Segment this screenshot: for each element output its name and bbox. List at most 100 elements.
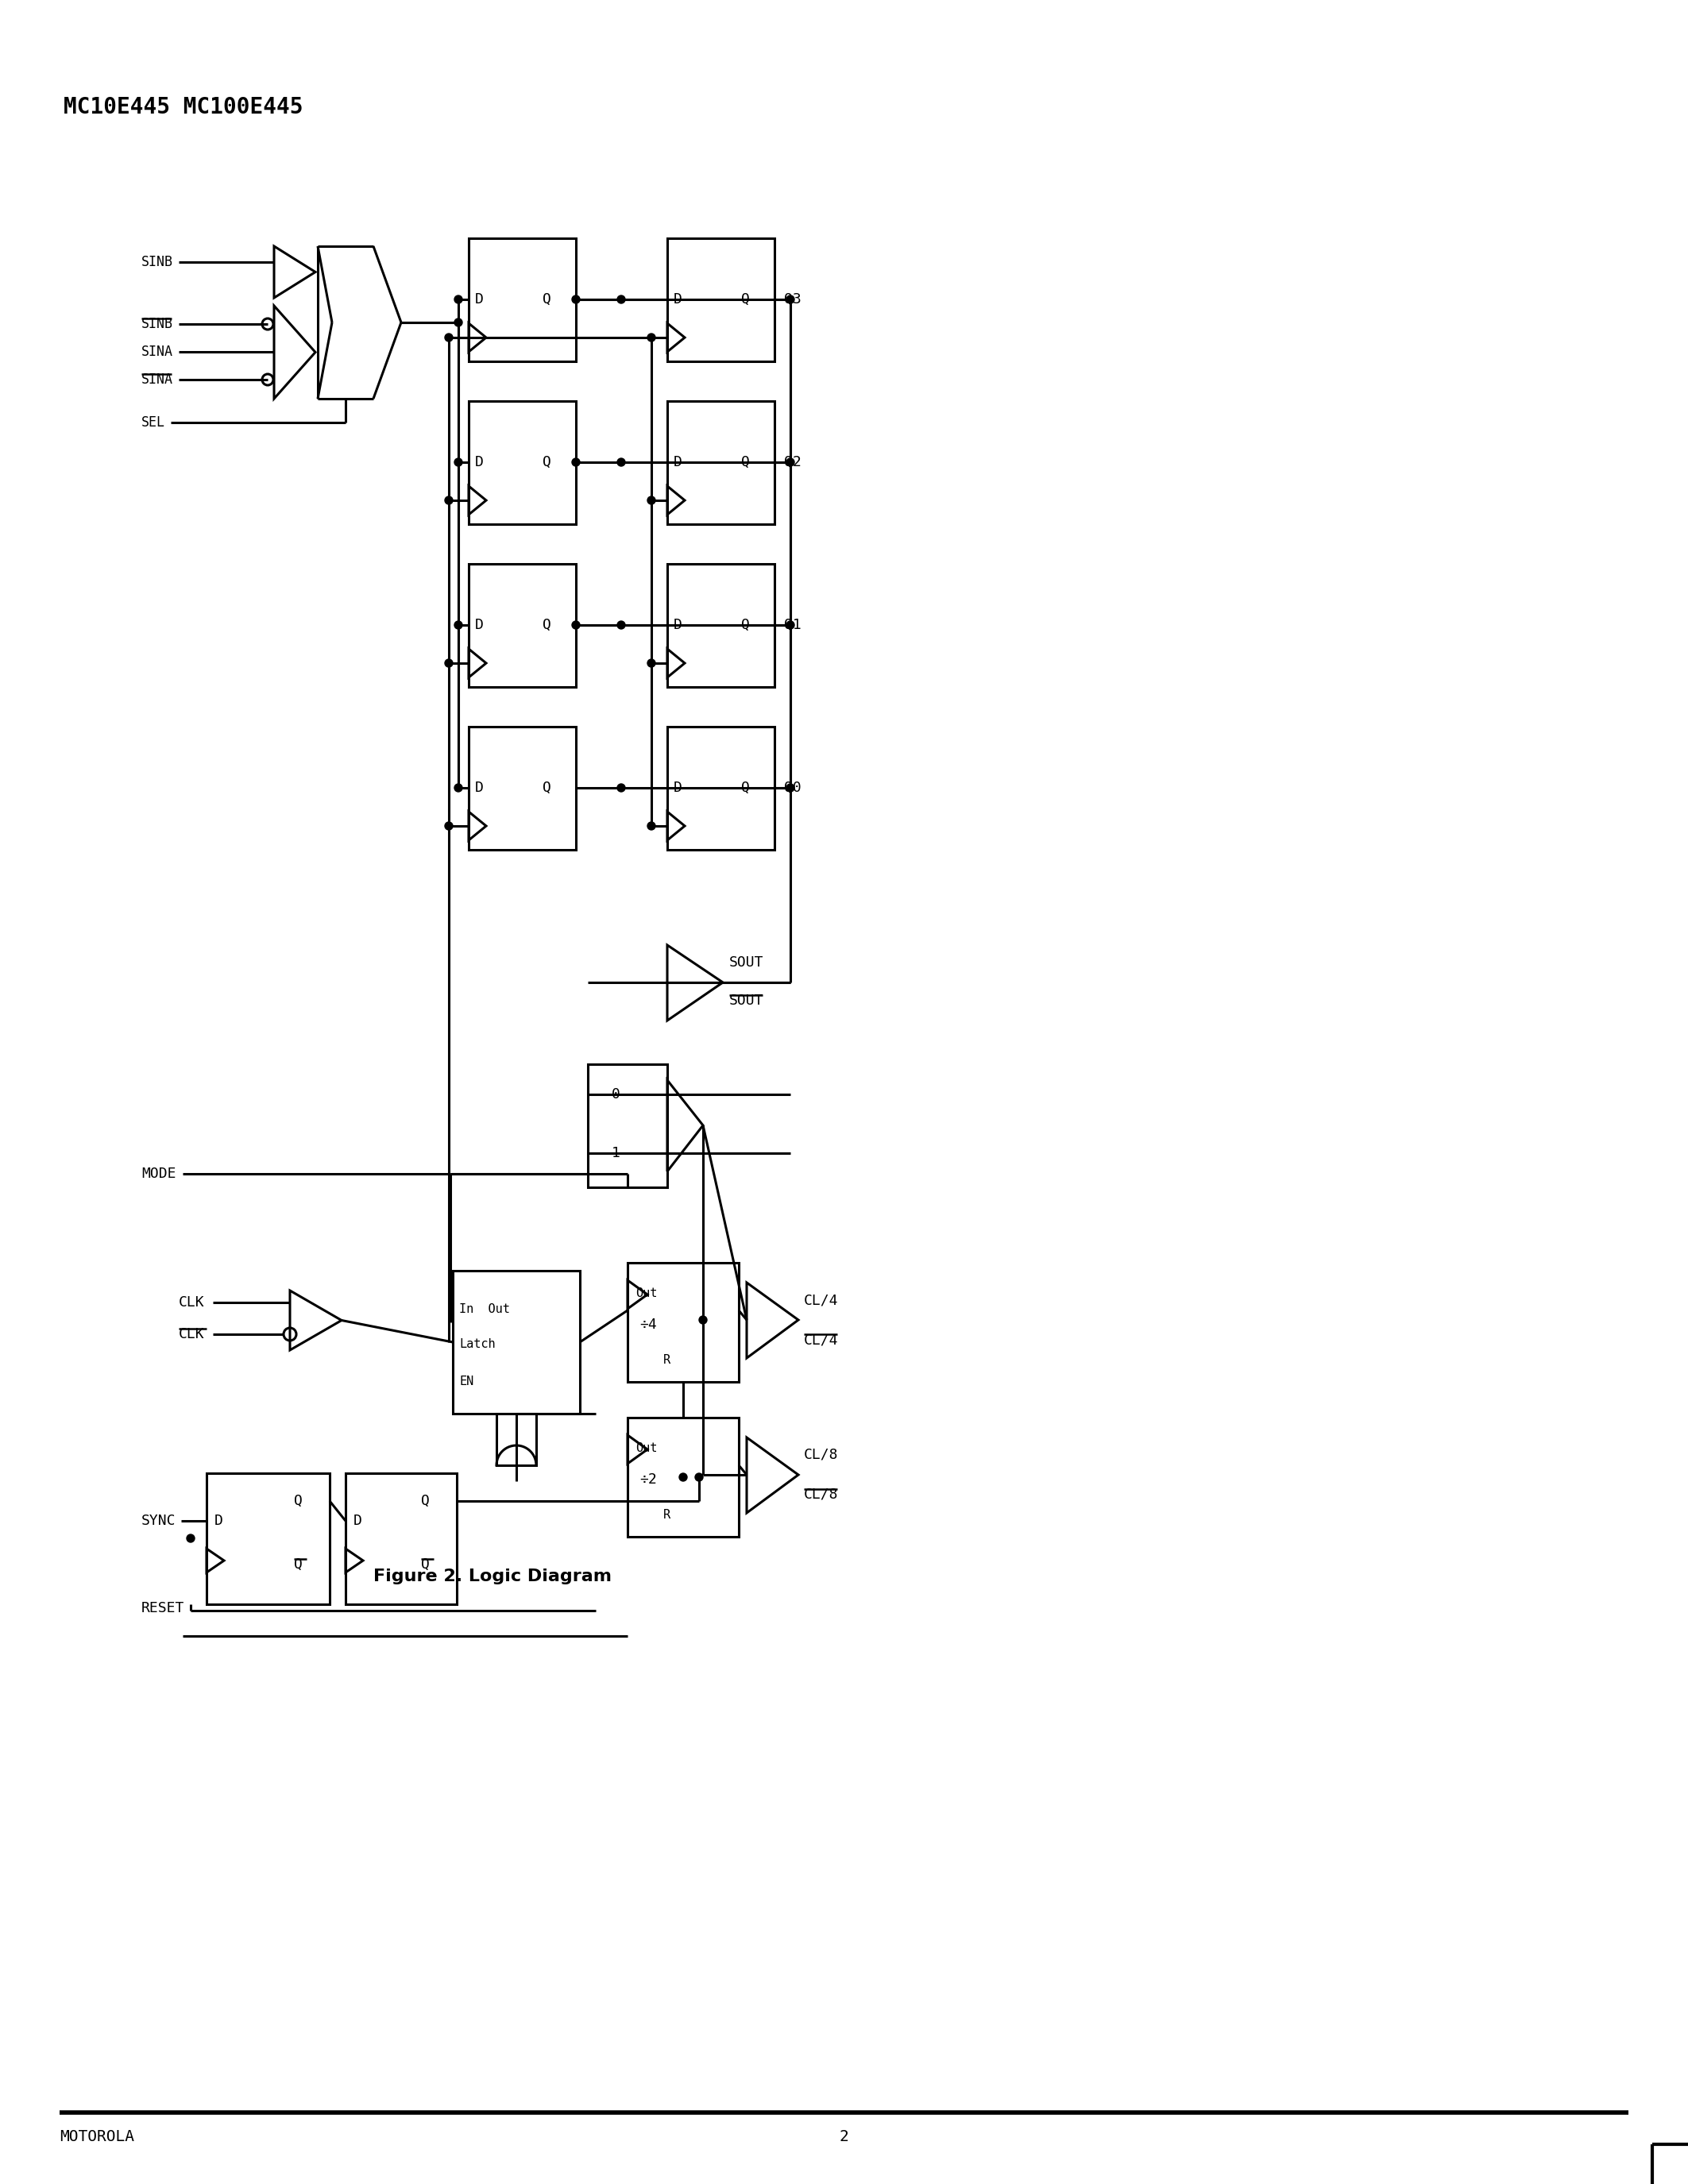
Text: D: D <box>474 454 484 470</box>
Text: D: D <box>674 618 682 631</box>
Text: Q: Q <box>542 618 552 631</box>
Text: Q: Q <box>294 1557 302 1572</box>
Text: D: D <box>674 293 682 306</box>
Text: SINB: SINB <box>142 256 174 269</box>
Circle shape <box>572 295 581 304</box>
Circle shape <box>454 784 463 793</box>
Text: Q: Q <box>542 454 552 470</box>
Text: D: D <box>474 780 484 795</box>
Text: 2: 2 <box>839 2129 849 2145</box>
Text: SOUT: SOUT <box>729 994 763 1007</box>
Text: R: R <box>663 1509 670 1520</box>
Text: Q3: Q3 <box>783 293 802 306</box>
Text: Q: Q <box>741 618 749 631</box>
Text: SINA: SINA <box>142 373 174 387</box>
Text: 1: 1 <box>611 1147 619 1160</box>
Circle shape <box>454 319 463 325</box>
Text: D: D <box>214 1514 223 1529</box>
Circle shape <box>648 821 655 830</box>
Circle shape <box>787 620 795 629</box>
Text: D: D <box>674 454 682 470</box>
Text: CLK: CLK <box>179 1328 204 1341</box>
Bar <box>206 1474 329 1605</box>
Circle shape <box>187 1535 194 1542</box>
Text: 0: 0 <box>611 1088 619 1101</box>
Bar <box>469 727 576 850</box>
Text: Q: Q <box>420 1557 430 1572</box>
Text: D: D <box>353 1514 363 1529</box>
Circle shape <box>454 620 463 629</box>
Circle shape <box>618 295 625 304</box>
Bar <box>452 1271 581 1413</box>
Text: ÷2: ÷2 <box>640 1472 657 1487</box>
Text: D: D <box>474 293 484 306</box>
Text: R: R <box>663 1354 670 1365</box>
Circle shape <box>572 620 581 629</box>
Bar <box>469 402 576 524</box>
Text: Q: Q <box>741 780 749 795</box>
Text: SINA: SINA <box>142 345 174 358</box>
Text: EN: EN <box>459 1376 474 1387</box>
Circle shape <box>695 1474 702 1481</box>
Text: Q: Q <box>294 1494 302 1509</box>
Circle shape <box>787 459 795 465</box>
Bar <box>469 563 576 688</box>
Text: CL/4: CL/4 <box>803 1293 839 1308</box>
Circle shape <box>648 334 655 341</box>
Circle shape <box>572 459 581 465</box>
Bar <box>628 1262 739 1382</box>
Circle shape <box>699 1317 707 1324</box>
Circle shape <box>454 295 463 304</box>
Circle shape <box>648 496 655 505</box>
Text: CL/8: CL/8 <box>803 1448 839 1461</box>
Circle shape <box>787 295 795 304</box>
Text: Latch: Latch <box>459 1339 495 1350</box>
Text: Q: Q <box>420 1494 430 1509</box>
Bar <box>346 1474 457 1605</box>
Text: Q: Q <box>542 293 552 306</box>
Text: MODE: MODE <box>142 1166 176 1182</box>
Circle shape <box>454 459 463 465</box>
Text: CLK: CLK <box>179 1295 204 1310</box>
Circle shape <box>446 660 452 666</box>
Text: Q: Q <box>542 780 552 795</box>
Bar <box>667 563 775 688</box>
Text: D: D <box>474 618 484 631</box>
Text: Q: Q <box>741 454 749 470</box>
Text: Out: Out <box>635 1286 657 1299</box>
Circle shape <box>679 1474 687 1481</box>
Bar <box>587 1064 667 1188</box>
Circle shape <box>446 496 452 505</box>
Text: Out: Out <box>635 1441 657 1455</box>
Bar <box>667 727 775 850</box>
Text: Q: Q <box>741 293 749 306</box>
Text: Q2: Q2 <box>783 454 802 470</box>
Circle shape <box>446 821 452 830</box>
Text: RESET: RESET <box>142 1601 184 1616</box>
Text: SOUT: SOUT <box>729 954 763 970</box>
Text: D: D <box>674 780 682 795</box>
Bar <box>496 1413 537 1465</box>
Bar <box>667 402 775 524</box>
Circle shape <box>618 784 625 793</box>
Text: Q1: Q1 <box>783 618 802 631</box>
Text: Q0: Q0 <box>783 780 802 795</box>
Text: SYNC: SYNC <box>142 1514 176 1529</box>
Bar <box>628 1417 739 1538</box>
Text: SEL: SEL <box>142 415 165 430</box>
Text: CL/4: CL/4 <box>803 1332 839 1348</box>
Circle shape <box>648 660 655 666</box>
Circle shape <box>787 784 795 793</box>
Circle shape <box>446 334 452 341</box>
Bar <box>667 238 775 360</box>
Bar <box>469 238 576 360</box>
Circle shape <box>618 620 625 629</box>
Text: ÷4: ÷4 <box>640 1317 657 1332</box>
Text: MOTOROLA: MOTOROLA <box>59 2129 135 2145</box>
Text: MC10E445 MC100E445: MC10E445 MC100E445 <box>64 96 304 118</box>
Text: CL/8: CL/8 <box>803 1487 839 1503</box>
Text: Figure 2. Logic Diagram: Figure 2. Logic Diagram <box>373 1568 611 1583</box>
Text: In  Out: In Out <box>459 1304 510 1315</box>
Text: SINB: SINB <box>142 317 174 332</box>
Circle shape <box>618 459 625 465</box>
